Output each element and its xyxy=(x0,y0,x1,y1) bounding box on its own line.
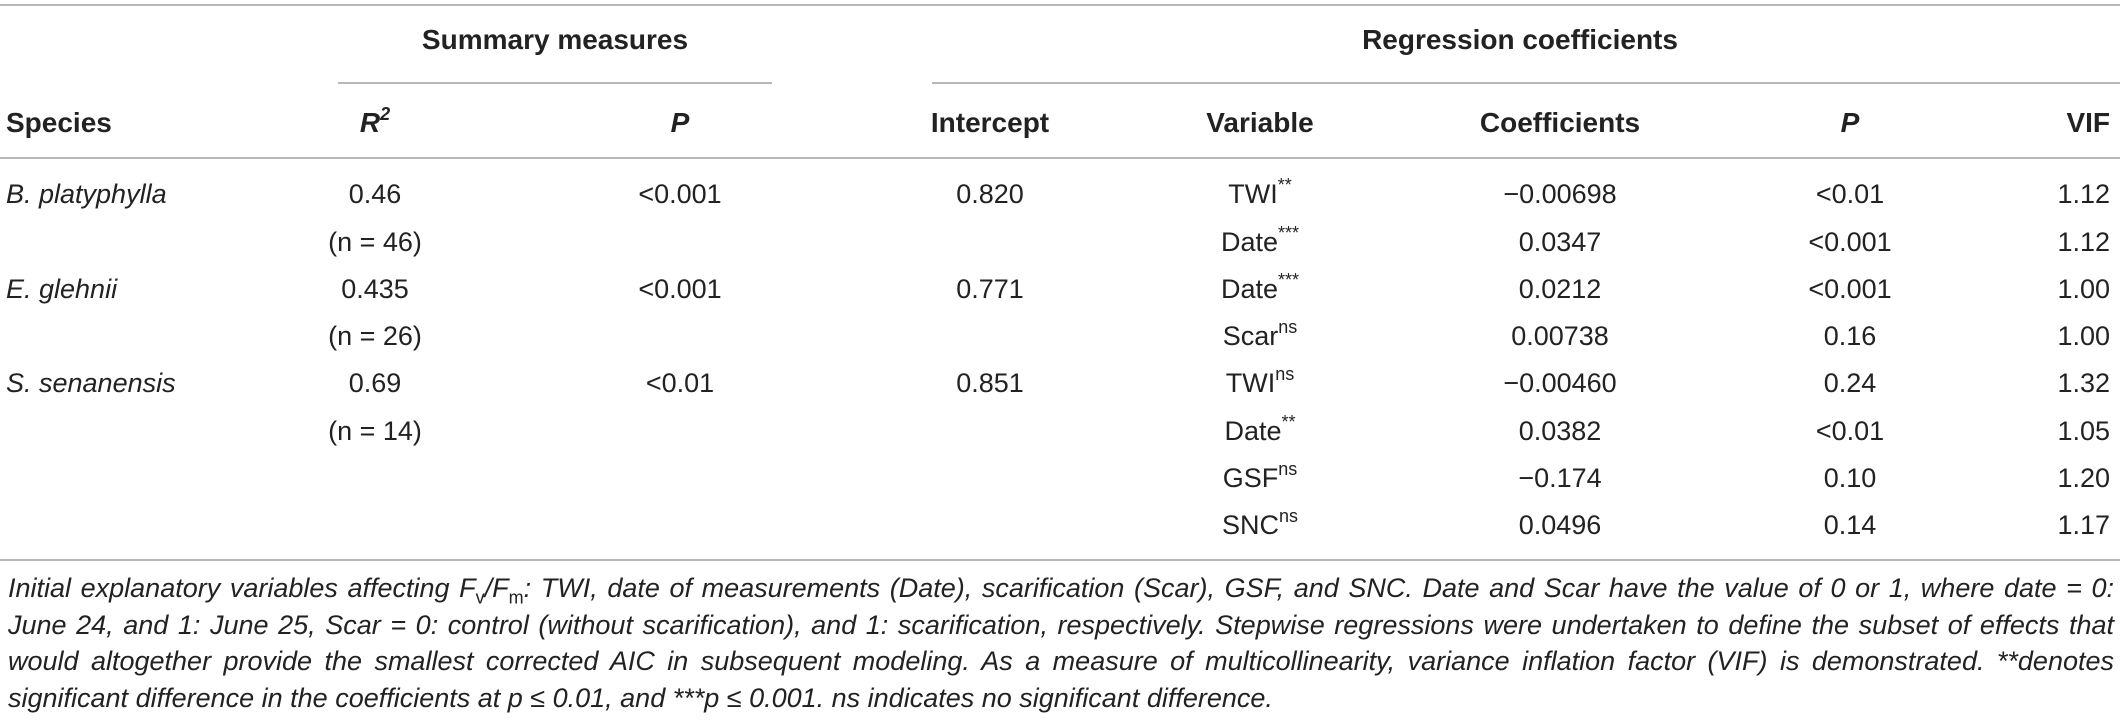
coefficient-cell: −0.00698 xyxy=(1503,179,1617,209)
variable-cell: Date*** xyxy=(1220,223,1300,257)
col-header-variable: Variable xyxy=(1206,107,1314,138)
coefficient-cell: −0.174 xyxy=(1518,463,1602,493)
coefficient-cell: 0.0496 xyxy=(1518,510,1602,540)
variable-cell: Date** xyxy=(1224,412,1296,446)
group-header-summary: Summary measures xyxy=(421,24,689,55)
header-rule xyxy=(0,157,2120,159)
p-regression-cell: 0.10 xyxy=(1823,463,1877,493)
intercept-value: 0.851 xyxy=(956,368,1024,398)
variable-cell: TWI** xyxy=(1228,175,1292,209)
p-regression-cell: <0.001 xyxy=(1808,227,1892,257)
vif-cell: 1.32 xyxy=(2057,368,2110,398)
p-regression-cell: <0.001 xyxy=(1808,274,1892,304)
regression-group-rule xyxy=(932,82,2120,84)
p-regression-cell: 0.14 xyxy=(1823,510,1877,540)
sample-size: (n = 46) xyxy=(328,227,422,257)
col-header-vif: VIF xyxy=(2066,107,2110,138)
variable-cell: Scarns xyxy=(1222,317,1298,351)
intercept-value: 0.820 xyxy=(956,179,1024,209)
vif-cell: 1.05 xyxy=(2057,416,2110,446)
summary-group-rule xyxy=(338,82,772,84)
vif-cell: 1.17 xyxy=(2057,510,2110,540)
species-name: S. senanensis xyxy=(6,368,176,398)
r2-value: 0.46 xyxy=(348,179,402,209)
r2-superscript: 2 xyxy=(380,103,391,124)
p-summary-value: <0.001 xyxy=(638,179,722,209)
vif-cell: 1.00 xyxy=(2057,321,2110,351)
coefficient-cell: −0.00460 xyxy=(1503,368,1617,398)
variable-cell: GSFns xyxy=(1222,459,1298,493)
species-name: E. glehnii xyxy=(6,274,118,304)
vif-cell: 1.20 xyxy=(2057,463,2110,493)
coefficient-cell: 0.0212 xyxy=(1518,274,1602,304)
coefficient-cell: 0.00738 xyxy=(1511,321,1609,351)
variable-cell: Date*** xyxy=(1220,270,1300,304)
p-regression-cell: <0.01 xyxy=(1815,416,1885,446)
r2-value: 0.69 xyxy=(348,368,402,398)
coefficient-cell: 0.0382 xyxy=(1518,416,1602,446)
p-summary-value: <0.001 xyxy=(638,274,722,304)
species-name: B. platyphylla xyxy=(6,179,167,209)
col-header-p-regression: P xyxy=(1840,107,1860,138)
vif-cell: 1.12 xyxy=(2057,227,2110,257)
col-header-p-summary: P xyxy=(670,107,690,138)
sample-size: (n = 14) xyxy=(328,416,422,446)
top-rule xyxy=(0,4,2120,6)
p-regression-cell: 0.24 xyxy=(1823,368,1877,398)
p-summary-value: <0.01 xyxy=(645,368,715,398)
col-header-intercept: Intercept xyxy=(930,107,1050,138)
table-caption: Initial explanatory variables affecting … xyxy=(8,573,2114,713)
p-regression-cell: <0.01 xyxy=(1815,179,1885,209)
sample-size: (n = 26) xyxy=(328,321,422,351)
col-header-r2: R2 xyxy=(359,103,391,138)
coefficient-cell: 0.0347 xyxy=(1518,227,1602,257)
variable-cell: TWIns xyxy=(1225,364,1295,398)
vif-cell: 1.12 xyxy=(2057,179,2110,209)
col-header-species: Species xyxy=(6,107,112,138)
bottom-rule xyxy=(0,559,2120,561)
group-header-regression: Regression coefficients xyxy=(1362,24,1678,55)
intercept-value: 0.771 xyxy=(956,274,1024,304)
col-header-coefficients: Coefficients xyxy=(1479,107,1641,138)
variable-cell: SNCns xyxy=(1221,506,1299,540)
p-regression-cell: 0.16 xyxy=(1823,321,1877,351)
vif-cell: 1.00 xyxy=(2057,274,2110,304)
r2-value: 0.435 xyxy=(341,274,409,304)
